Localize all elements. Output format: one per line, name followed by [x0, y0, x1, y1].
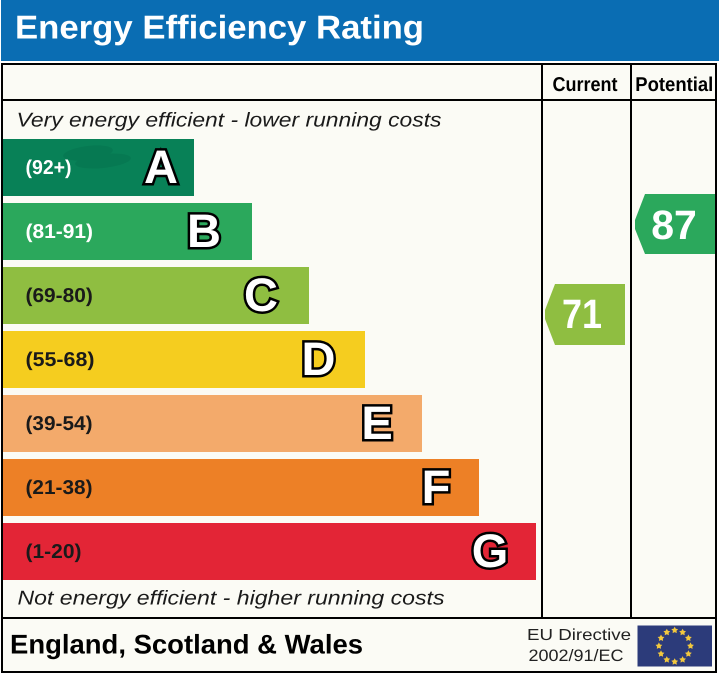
- svg-text:A: A: [144, 140, 178, 193]
- svg-text:EU Directive: EU Directive: [527, 627, 631, 644]
- svg-text:Energy Efficiency Rating: Energy Efficiency Rating: [15, 9, 424, 46]
- svg-text:Potential: Potential: [635, 74, 713, 96]
- svg-text:E: E: [361, 396, 392, 449]
- svg-text:87: 87: [651, 202, 697, 248]
- svg-text:B: B: [187, 204, 221, 257]
- svg-text:(92+): (92+): [26, 157, 72, 179]
- svg-text:C: C: [244, 268, 278, 321]
- svg-text:F: F: [422, 460, 451, 513]
- svg-text:Not energy efficient - higher: Not energy efficient - higher running co…: [18, 588, 445, 610]
- svg-text:(1-20): (1-20): [26, 541, 82, 563]
- svg-text:England, Scotland & Wales: England, Scotland & Wales: [10, 630, 363, 660]
- svg-text:(81-91): (81-91): [26, 221, 94, 243]
- svg-text:71: 71: [562, 291, 602, 337]
- svg-text:Current: Current: [553, 74, 618, 96]
- svg-text:D: D: [302, 332, 336, 385]
- svg-text:(55-68): (55-68): [26, 349, 95, 371]
- svg-text:2002/91/EC: 2002/91/EC: [529, 647, 624, 665]
- svg-text:Very energy efficient - lower: Very energy efficient - lower running co…: [17, 110, 442, 132]
- svg-text:(69-80): (69-80): [26, 285, 93, 307]
- svg-text:G: G: [472, 524, 509, 577]
- svg-text:(21-38): (21-38): [26, 477, 93, 499]
- svg-text:(39-54): (39-54): [26, 413, 93, 435]
